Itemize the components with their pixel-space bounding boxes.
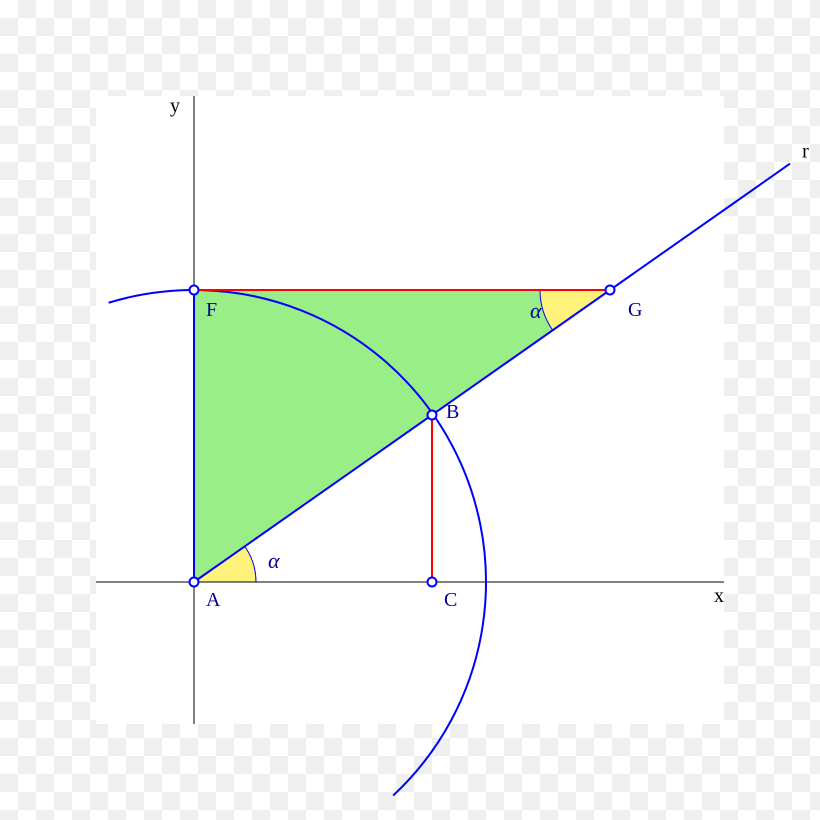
x-axis-label: x [714, 585, 724, 607]
point-label-C: C [444, 589, 457, 611]
angle-label: α [268, 548, 280, 573]
point-C [428, 578, 437, 587]
diagram-root: r A F G B Cα α x y [0, 0, 820, 820]
point-B [428, 411, 437, 420]
point-G [606, 286, 615, 295]
line-label: r [802, 141, 809, 163]
point-label-F: F [206, 299, 217, 321]
point-label-B: B [446, 401, 459, 423]
point-label-G: G [628, 299, 642, 321]
point-label-A: A [206, 589, 221, 611]
geometry-svg: r A F G B Cα α x y [0, 0, 820, 820]
point-A [190, 578, 199, 587]
point-F [190, 286, 199, 295]
angle-label: α [530, 298, 542, 323]
y-axis-label: y [170, 95, 180, 117]
